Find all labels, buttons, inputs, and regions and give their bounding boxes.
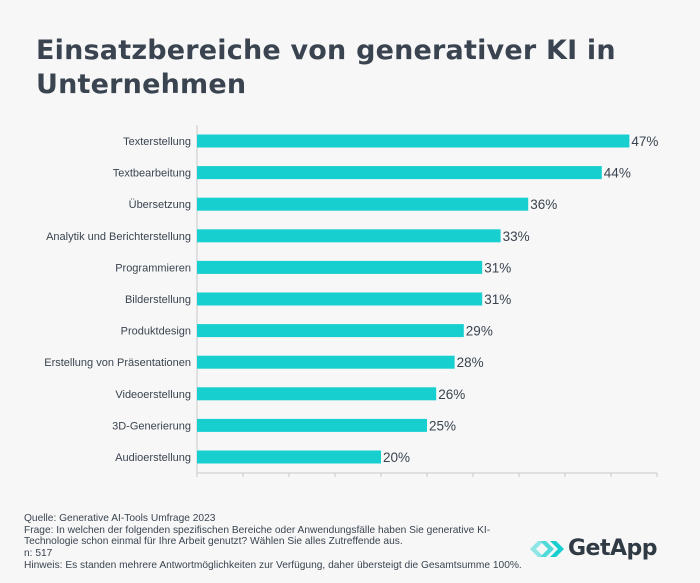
footer: Quelle: Generative AI-Tools Umfrage 2023… bbox=[24, 513, 544, 572]
bar bbox=[197, 260, 483, 274]
value-label: 36% bbox=[530, 197, 557, 212]
bar bbox=[197, 418, 427, 432]
value-label: 44% bbox=[604, 166, 631, 181]
value-label: 28% bbox=[457, 355, 484, 370]
value-label: 29% bbox=[466, 324, 493, 339]
bar-chart: Texterstellung 47% Textbearbeitung 44% Übers… bbox=[44, 125, 658, 477]
bar bbox=[197, 229, 501, 243]
category-label: Bilderstellung bbox=[125, 294, 191, 306]
bar bbox=[197, 387, 437, 401]
category-label: Audioerstellung bbox=[115, 452, 191, 464]
bar bbox=[197, 166, 602, 180]
bar bbox=[197, 324, 464, 338]
category-label: Programmieren bbox=[115, 262, 191, 274]
category-label: Videoerstellung bbox=[115, 389, 191, 401]
category-label: Produktdesign bbox=[121, 326, 191, 338]
bar bbox=[197, 355, 455, 369]
value-label: 33% bbox=[503, 229, 530, 244]
category-label: 3D-Generierung bbox=[112, 420, 191, 432]
category-label: Übersetzung bbox=[129, 199, 191, 211]
bar bbox=[197, 134, 630, 148]
category-label: Erstellung von Präsentationen bbox=[44, 357, 191, 369]
logo-text: GetApp bbox=[568, 536, 658, 561]
value-label: 31% bbox=[484, 260, 511, 275]
category-label: Analytik und Berichterstellung bbox=[46, 231, 191, 243]
bar bbox=[197, 197, 529, 211]
getapp-chevrons-icon bbox=[530, 540, 564, 557]
value-label: 20% bbox=[383, 450, 410, 465]
source-note: Quelle: Generative AI-Tools Umfrage 2023 bbox=[24, 513, 216, 524]
getapp-logo: GetApp bbox=[530, 536, 658, 561]
value-label: 47% bbox=[631, 134, 658, 149]
question-note: Frage: In welchen der folgenden spezifis… bbox=[24, 524, 491, 548]
value-label: 31% bbox=[484, 292, 511, 307]
value-label: 25% bbox=[429, 418, 456, 433]
hint-note: Hinweis: Es standen mehrere Antwortmögli… bbox=[24, 559, 522, 571]
bar bbox=[197, 450, 381, 464]
chart-title: Einsatzbereiche von generativer KI in Un… bbox=[36, 35, 616, 100]
category-label: Texterstellung bbox=[123, 136, 191, 148]
sample-size: n: 517 bbox=[24, 548, 53, 560]
value-label: 26% bbox=[438, 387, 465, 402]
category-label: Textbearbeitung bbox=[113, 168, 191, 180]
bar bbox=[197, 292, 483, 306]
